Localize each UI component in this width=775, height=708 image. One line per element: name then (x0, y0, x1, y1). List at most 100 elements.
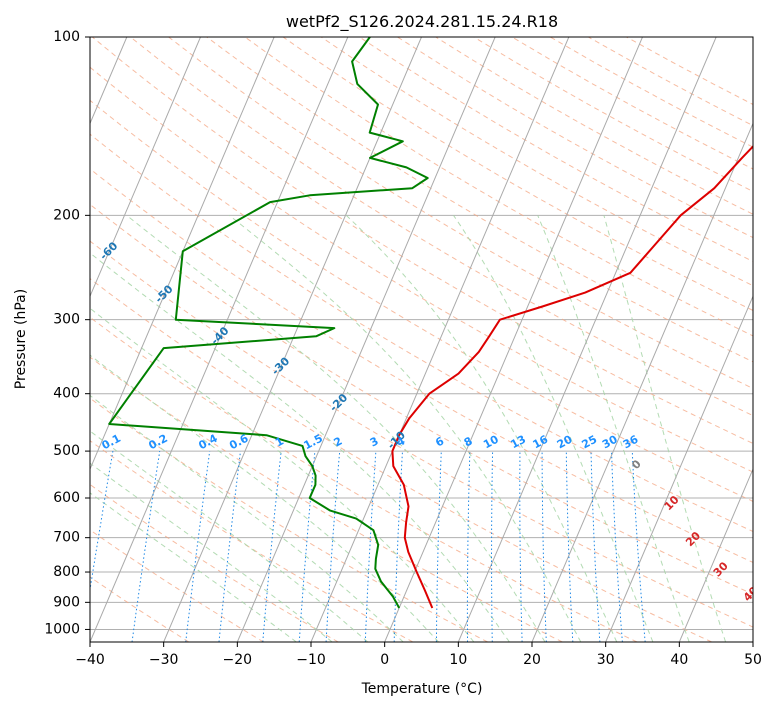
moist-adiabat-line (90, 307, 475, 642)
dry-adiabat-line (90, 168, 753, 563)
mixing-ratio-label: 8 (462, 434, 475, 449)
dry-adiabat-line (511, 37, 753, 170)
dry-adiabat-line (90, 397, 488, 642)
x-axis-title: Temperature (°C) (361, 681, 483, 697)
wet-bulb-label: 40 (741, 584, 761, 604)
moist-adiabat-line (453, 215, 654, 642)
mixing-ratio-line (298, 451, 316, 642)
isotherm-line (678, 467, 753, 642)
dry-adiabat-line (90, 66, 753, 473)
isotherm-line (90, 37, 349, 642)
wet-bulb-label: 20 (683, 529, 703, 549)
dry-adiabat-line (244, 37, 753, 337)
dry-adiabat-line (90, 356, 563, 642)
mixing-ratio-line (491, 451, 494, 642)
mixing-ratio-label: 36 (621, 433, 641, 452)
isotherm-label: -30 (269, 354, 292, 377)
mixing-ratio-line (435, 451, 442, 642)
y-tick-label: 700 (53, 530, 80, 546)
plot-frame (89, 36, 754, 643)
dry-adiabat-line (168, 37, 753, 389)
isotherm-line (531, 122, 753, 642)
line-labels: -100-90-80-70-60-50-40-30-20-10010203040… (0, 146, 761, 604)
y-tick-label: 900 (53, 594, 80, 610)
isotherm-line (236, 37, 496, 642)
mixing-ratio-label: 1 (273, 434, 286, 449)
mixing-ratio-label: 0.1 (100, 432, 123, 453)
dry-adiabat-line (90, 278, 712, 642)
y-tick-label: 1000 (44, 621, 80, 637)
moist-adiabat-line (126, 214, 546, 642)
x-tick-label: 30 (597, 652, 615, 668)
x-tick-label: −30 (149, 652, 179, 668)
mixing-ratio-label: 30 (600, 433, 620, 452)
mixing-ratio-line (565, 451, 574, 642)
moist-adiabat-line (345, 214, 618, 642)
mixing-ratio-label: 0.2 (146, 432, 169, 453)
x-tick-label: 0 (380, 652, 389, 668)
mixing-ratio-line (262, 451, 282, 642)
mixing-ratio-line (631, 451, 646, 642)
moist-adiabat-line (90, 252, 510, 642)
y-tick-label: 300 (53, 312, 80, 328)
dry-adiabat-line (90, 133, 753, 533)
axis-ticks: −40 −30 −20 −10 0 10 20 30 40 5010009008007006005… (44, 29, 762, 668)
profile-series (108, 37, 753, 609)
mixing-ratio-line (590, 451, 601, 642)
isotherm-line (605, 295, 753, 642)
mixing-ratio-label: 6 (433, 434, 446, 449)
mixing-ratio-line (185, 451, 211, 642)
dewpoint-profile-line (108, 37, 429, 609)
moist-adiabat-line (90, 492, 297, 642)
mixing-ratio-label: 2 (332, 434, 345, 449)
x-tick-label: 10 (449, 652, 467, 668)
mixing-ratio-label: 20 (555, 433, 575, 452)
chart-title: wetPf2_S126.2024.281.15.24.R18 (286, 12, 558, 32)
mixing-ratio-line (519, 451, 523, 642)
x-tick-label: −40 (75, 652, 105, 668)
y-axis-title: Pressure (hPa) (13, 289, 29, 389)
moist-adiabat-line (90, 430, 369, 642)
isotherm-line (457, 37, 717, 642)
mixing-ratio-label: 10 (481, 433, 501, 452)
mixing-ratio-line (218, 451, 241, 642)
background-lines (90, 37, 753, 642)
isotherm-line (310, 37, 570, 642)
isotherm-line (163, 37, 422, 642)
mixing-ratio-label: 1.5 (302, 432, 325, 453)
x-tick-label: −10 (296, 652, 326, 668)
y-tick-label: 400 (53, 386, 80, 402)
mixing-ratio-label: 13 (508, 433, 528, 452)
mixing-ratio-line (90, 451, 114, 593)
dry-adiabat-line (282, 37, 753, 312)
isotherm-label: -80 (0, 146, 13, 169)
mixing-ratio-line (466, 451, 471, 642)
dry-adiabat-line (130, 37, 753, 417)
isotherm-label: -60 (97, 239, 120, 262)
y-tick-label: 500 (53, 443, 80, 459)
dry-adiabat-line (588, 37, 753, 127)
dry-adiabat-line (359, 37, 753, 263)
y-tick-label: 100 (53, 29, 80, 45)
dry-adiabat-line (206, 37, 753, 363)
dry-adiabat-line (90, 203, 753, 595)
mixing-ratio-line (364, 451, 377, 642)
moist-adiabat-line (603, 215, 727, 642)
x-tick-label: 40 (670, 652, 688, 668)
mixing-ratio-line (611, 451, 623, 642)
mixing-ratio-line (131, 451, 161, 642)
dry-adiabat-line (90, 240, 753, 628)
dry-adiabat-line (90, 440, 414, 642)
mixing-ratio-label: 25 (580, 433, 600, 452)
moist-adiabat-line (537, 215, 690, 642)
x-tick-label: −20 (223, 652, 253, 668)
isotherm-line (384, 37, 643, 642)
dry-adiabat-line (90, 483, 339, 642)
wet-bulb-label: 0 (629, 457, 644, 472)
y-tick-label: 200 (53, 207, 80, 223)
mixing-ratio-label: 16 (531, 433, 551, 452)
isotherm-line (90, 37, 201, 298)
mixing-ratio-label: 3 (368, 434, 381, 449)
y-tick-label: 600 (53, 490, 80, 506)
x-tick-label: 20 (523, 652, 541, 668)
